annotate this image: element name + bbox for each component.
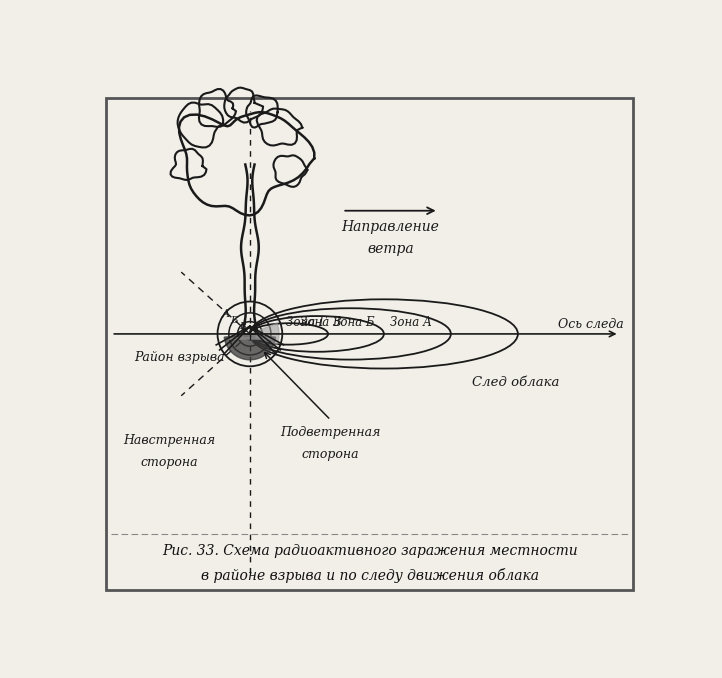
- Text: След облака: След облака: [472, 376, 560, 389]
- Text: Ось следа: Ось следа: [557, 318, 623, 331]
- Text: Подветренная: Подветренная: [281, 426, 381, 439]
- Text: Зона Г: Зона Г: [285, 315, 326, 329]
- Polygon shape: [225, 334, 276, 360]
- Text: в районе взрыва и по следу движения облака: в районе взрыва и по следу движения обла…: [201, 568, 539, 583]
- Text: Зона В: Зона В: [300, 315, 342, 329]
- Text: В: В: [240, 322, 246, 332]
- Text: Навстренная: Навстренная: [123, 434, 215, 447]
- Text: Рис. 33. Схема радиоактивного заражения местности: Рис. 33. Схема радиоактивного заражения …: [162, 544, 578, 558]
- Text: Район взрыва: Район взрыва: [134, 351, 225, 364]
- Text: Зона А: Зона А: [390, 315, 432, 329]
- Polygon shape: [250, 323, 279, 344]
- Text: Зона Б: Зона Б: [334, 315, 375, 329]
- Text: Б: Б: [230, 316, 238, 325]
- Text: сторона: сторона: [302, 448, 360, 461]
- Text: Направление: Направление: [342, 220, 440, 234]
- Text: сторона: сторона: [140, 456, 198, 468]
- Text: А: А: [222, 309, 230, 319]
- Text: ветра: ветра: [367, 241, 414, 256]
